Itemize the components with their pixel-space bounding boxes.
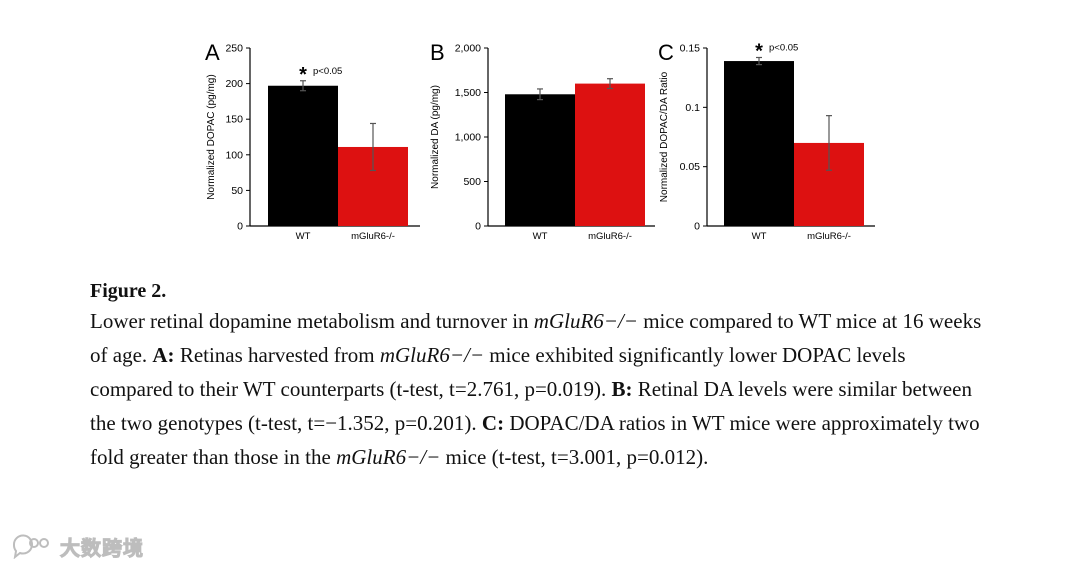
caption-text: DOPAC/DA ratios in WT mice were approxim…: [90, 411, 980, 469]
bar: [505, 94, 575, 226]
x-tick-label: WT: [752, 231, 767, 242]
gene-name: mGluR6−/−: [336, 445, 441, 469]
y-tick-label: 0.15: [680, 43, 701, 55]
caption-text: mice (t-test, t=3.001, p=0.012).: [440, 445, 709, 469]
bar: [575, 83, 645, 226]
bar: [268, 85, 338, 227]
panel-letter: B: [430, 40, 445, 65]
y-tick-label: 0: [237, 221, 243, 233]
x-tick-label: mGluR6-/-: [588, 231, 632, 242]
y-tick-label: 1,000: [455, 132, 481, 144]
y-tick-label: 0: [475, 221, 481, 233]
y-axis-label: Normalized DA (pg/mg): [430, 85, 441, 189]
gene-name: mGluR6−/−: [379, 343, 485, 367]
figure-label: Figure 2.: [90, 280, 167, 302]
significance-label: p<0.05: [313, 66, 342, 77]
y-tick-label: 2,000: [455, 43, 481, 55]
figure-caption: Figure 2. Lower retinal dopamine metabol…: [90, 278, 990, 474]
y-tick-label: 1,500: [455, 87, 481, 99]
panel-letter: A: [205, 40, 220, 65]
y-tick-label: 0.05: [680, 161, 701, 173]
panel-letter: C: [658, 40, 674, 65]
gene-name: mGluR6−/−: [533, 309, 638, 333]
watermark-text: 大数跨境: [60, 535, 144, 560]
y-tick-label: 0.1: [685, 102, 700, 114]
y-tick-label: 150: [225, 114, 243, 126]
panel-label-b: B:: [611, 377, 633, 401]
figure-charts: A Normalized DOPAC (pg/mg) 0 50 100 150 200 250…: [205, 40, 875, 242]
y-tick-label: 50: [231, 185, 243, 197]
x-tick-label: WT: [533, 231, 548, 242]
significance-star: *: [299, 64, 307, 86]
significance-star: *: [755, 40, 763, 62]
significance-label: p<0.05: [769, 42, 798, 53]
y-tick-label: 200: [225, 78, 243, 90]
caption-text: Lower retinal dopamine metabolism and tu…: [90, 309, 534, 333]
bar: [724, 61, 794, 227]
caption-text: mice compared to WT mice at 16 weeks of …: [90, 309, 982, 367]
chart-panel-b: B Normalized DA (pg/mg) 0 500 1,000 1,500 2,00…: [430, 40, 655, 242]
caption-text: Retinal DA levels were similar between t…: [90, 377, 972, 435]
y-tick-label: 0: [694, 221, 700, 233]
chart-panel-a: A Normalized DOPAC (pg/mg) 0 50 100 150 200 250…: [205, 40, 420, 242]
panel-label-a: A:: [152, 343, 175, 367]
chat-bubble-logo-icon: [12, 534, 49, 559]
chart-panel-c: C Normalized DOPAC/DA Ratio 0 0.05 0.1 0.15 WT…: [658, 40, 875, 242]
x-tick-label: WT: [296, 231, 311, 242]
y-axis-label: Normalized DOPAC (pg/mg): [206, 74, 217, 199]
y-tick-label: 100: [225, 149, 243, 161]
y-axis-label: Normalized DOPAC/DA Ratio: [659, 71, 670, 202]
panel-label-c: C:: [481, 411, 505, 435]
caption-text: mice exhibited significantly lower DOPAC…: [90, 343, 906, 401]
y-tick-label: 250: [225, 43, 243, 55]
caption-text: Retinas harvested from: [174, 343, 380, 367]
y-tick-label: 500: [463, 176, 481, 188]
watermark: 大数跨境: [10, 532, 144, 560]
x-tick-label: mGluR6-/-: [807, 231, 851, 242]
x-tick-label: mGluR6-/-: [351, 231, 395, 242]
